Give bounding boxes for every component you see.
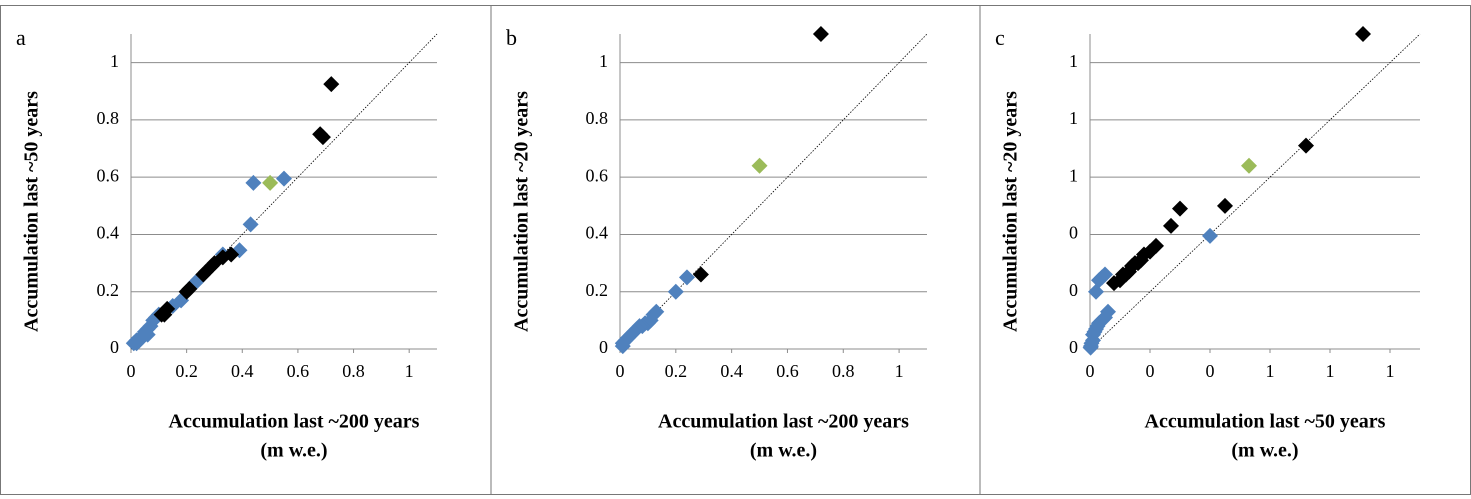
y-tick-label: 1 [1069,165,1078,185]
panel-label: b [506,25,517,50]
point [231,242,248,259]
point [276,170,292,187]
y-tick-label: 0.6 [586,165,609,185]
point [667,283,684,300]
point [1217,197,1233,214]
point [242,216,259,233]
x-tick-label: 1 [1266,361,1275,381]
x-tick-label: 0 [1206,361,1215,381]
x-axis-title: Accumulation last ~200 years [658,411,909,433]
point [1202,227,1218,244]
y-axis-title: Accumulation last ~20 years [511,91,533,332]
x-axis-title: (m w.e.) [750,440,817,462]
y-tick-label: 0.8 [586,108,609,128]
point [1172,200,1188,217]
one-to-one-line [1089,33,1421,350]
point [692,266,709,283]
x-axis-title: (m w.e.) [1231,440,1298,462]
x-tick-label: 0 [1146,361,1155,381]
y-tick-label: 0.8 [97,108,120,128]
one-to-one-line [619,33,928,350]
y-tick-label: 1 [1069,51,1078,71]
y-tick-label: 0 [599,337,608,357]
point [812,26,829,42]
x-tick-label: 0 [616,361,625,381]
y-tick-label: 0.2 [586,280,609,300]
y-tick-label: 0 [110,337,119,357]
point [139,326,156,343]
y-tick-label: 0 [1069,280,1078,300]
y-tick-label: 0 [1069,337,1078,357]
y-axis-title: Accumulation last ~20 years [1000,91,1022,332]
point [1241,157,1257,174]
point [751,157,768,174]
point [614,338,631,355]
point [245,174,262,191]
x-tick-label: 0 [1086,361,1095,381]
point [678,269,695,286]
y-axis-title: Accumulation last ~50 years [21,91,43,332]
x-tick-label: 0.4 [231,361,254,381]
point [153,306,170,323]
point [1298,137,1314,154]
x-axis-title: Accumulation last ~200 years [169,411,420,433]
x-tick-label: 1 [895,361,904,381]
point [314,129,331,146]
point [1163,217,1179,234]
point [262,174,279,191]
x-axis-title: Accumulation last ~50 years [1145,411,1386,433]
x-tick-label: 1 [405,361,414,381]
panel-label: a [16,25,26,50]
point [1091,272,1107,289]
point [1088,283,1104,300]
x-tick-label: 1 [1326,361,1335,381]
panel-label: c [995,25,1005,50]
x-tick-label: 0.8 [342,361,365,381]
point [323,76,340,93]
y-tick-label: 0 [1069,223,1078,243]
x-tick-label: 0.6 [287,361,310,381]
y-tick-label: 1 [110,51,119,71]
point [178,283,195,300]
x-tick-label: 0.6 [776,361,799,381]
point [1355,26,1371,42]
y-tick-label: 1 [1069,108,1078,128]
x-tick-label: 0.2 [175,361,198,381]
x-tick-label: 0.2 [665,361,688,381]
point [195,266,212,283]
x-axis-title: (m w.e.) [260,440,327,462]
x-tick-label: 0 [127,361,136,381]
x-tick-label: 0.4 [720,361,743,381]
y-tick-label: 0.2 [97,280,120,300]
point [1082,339,1099,356]
y-tick-label: 0.6 [97,165,120,185]
x-tick-label: 0.8 [832,361,855,381]
y-tick-label: 0.4 [97,223,120,243]
point [1106,275,1122,292]
y-tick-label: 0.4 [586,223,609,243]
y-tick-label: 1 [599,51,608,71]
x-tick-label: 1 [1386,361,1395,381]
